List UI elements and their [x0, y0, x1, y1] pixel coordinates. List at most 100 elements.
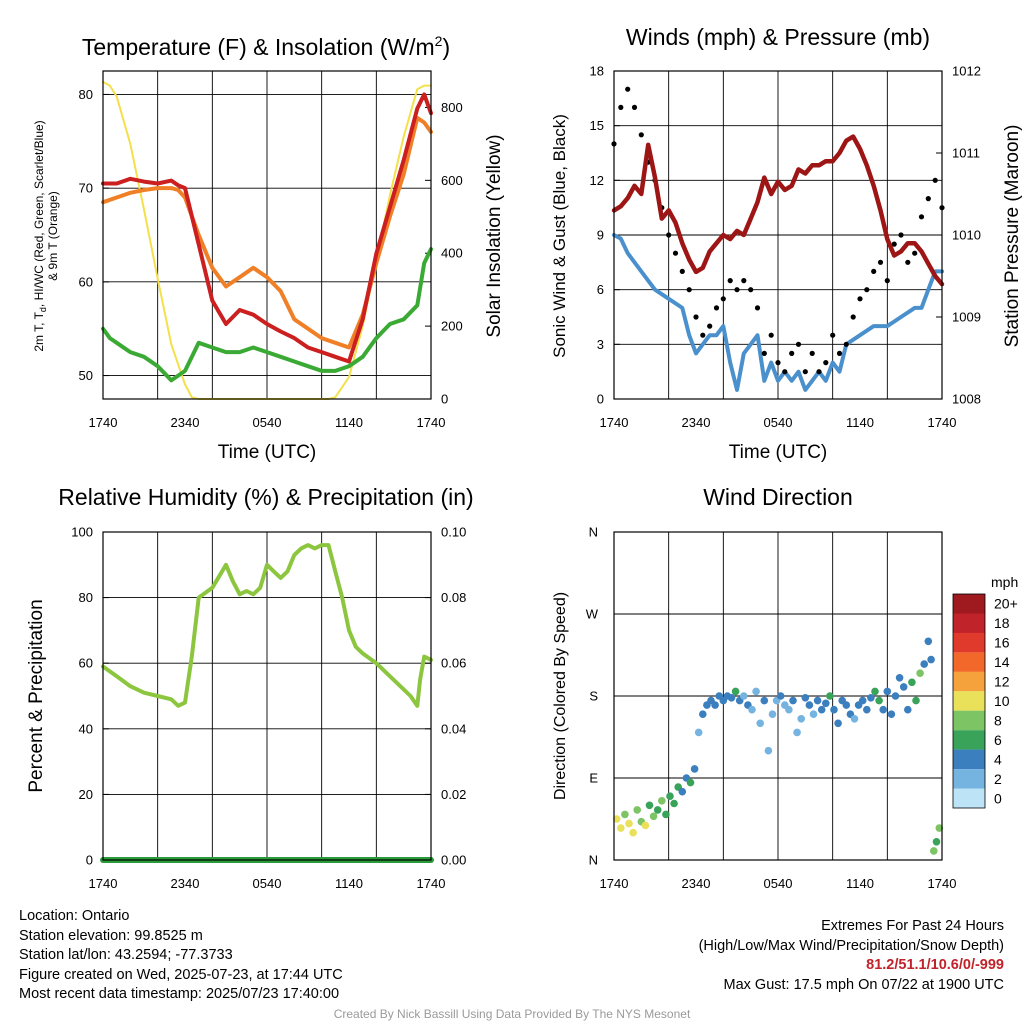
wind-xtick-label: 1140	[846, 415, 874, 430]
temp-ytick-label: 50	[79, 368, 93, 383]
created-text: Figure created on Wed, 2025-07-23, at 17…	[19, 966, 343, 983]
direction-point	[875, 696, 883, 705]
legend-label: 4	[994, 751, 1002, 767]
direction-point	[830, 705, 838, 714]
direction-point	[858, 696, 867, 705]
extremes-info: Extremes For Past 24 Hours (High/Low/Max…	[699, 917, 1004, 995]
gust-point	[877, 259, 884, 265]
direction-point	[649, 812, 658, 821]
elevation-text: Station elevation: 99.8525 m	[19, 927, 203, 944]
direction-point	[930, 847, 938, 855]
direction-point	[621, 810, 629, 819]
direction-point	[899, 683, 908, 691]
dir-xtick-label: 1140	[846, 876, 874, 891]
gust-point	[700, 332, 706, 338]
direction-point	[653, 806, 662, 814]
gust-point	[925, 196, 931, 202]
wind-ytick-label: 9	[597, 228, 604, 243]
direction-point	[666, 792, 674, 800]
speed-legend: mph 20+ 18 16 14 12 10 8 6 4 2 0	[952, 574, 1018, 809]
direction-point	[887, 710, 896, 718]
direction-point	[879, 705, 887, 714]
direction-point	[711, 701, 719, 709]
windchill-line	[101, 247, 433, 383]
temp-xtick-label: 1140	[335, 415, 363, 430]
direction-point	[871, 687, 879, 696]
dir-panel-title: Wind Direction	[703, 484, 853, 510]
gust-point	[932, 177, 938, 183]
direction-point	[801, 694, 810, 702]
recent-text: Most recent data timestamp: 2025/07/23 1…	[19, 986, 340, 1003]
legend-swatch	[953, 749, 985, 770]
wind-plot: 1740 2340 0540 1140 1740 0 3 6 9 12 15 18 1008 1009 10…	[590, 64, 981, 431]
legend-swatch	[953, 769, 985, 789]
wind-ytick-right-label: 1012	[952, 64, 981, 79]
gust-point	[679, 268, 685, 274]
direction-point	[935, 824, 944, 832]
legend-label: 14	[994, 654, 1010, 670]
direction-point	[776, 692, 785, 700]
extremes-desc: (High/Low/Max Wind/Precipitation/Snow De…	[698, 937, 1004, 954]
dir-ytick-label: N	[589, 525, 598, 540]
station-info: Location: Ontario Station elevation: 99.…	[19, 907, 343, 1005]
gust-point	[830, 332, 836, 338]
temp-ylabel-left: 2m T, Td, HI/WC (Red, Green, Scarlet/Blu…	[32, 120, 48, 351]
rh-ytick-label: 20	[79, 787, 93, 802]
dir-xtick-label: 1740	[928, 876, 957, 891]
gust-point	[898, 232, 904, 238]
dir-frame	[613, 531, 943, 861]
direction-point	[641, 821, 650, 830]
wind-ytick-right-label: 1009	[952, 310, 981, 325]
wind-frame	[613, 70, 943, 400]
rh-ytick-label: 80	[79, 590, 93, 605]
legend-label: 8	[994, 713, 1002, 729]
extremes-title: Extremes For Past 24 Hours	[821, 918, 1004, 934]
gust-point	[693, 314, 699, 320]
direction-point	[633, 806, 641, 814]
wind-ytick-label: 6	[597, 282, 604, 297]
gust-point	[809, 350, 815, 356]
temp-ylabel-right: Solar Insolation (Yellow)	[484, 134, 505, 337]
temp-ytick-right-label: 800	[441, 100, 463, 115]
direction-point	[789, 696, 797, 705]
gust-point	[631, 104, 638, 110]
temp-ytick-right-label: 0	[441, 392, 448, 407]
gust-point	[789, 350, 795, 356]
rh-ylabel-left: Percent & Precipitation	[26, 599, 47, 792]
rh-ytick-right-label: 0.00	[441, 853, 466, 868]
direction-point	[756, 719, 764, 728]
direction-point	[850, 715, 859, 723]
wind-ytick-label: 18	[590, 64, 604, 79]
direction-point	[740, 692, 748, 700]
temp-ytick-right-label: 200	[441, 319, 463, 334]
wind-ytick-right-label: 1011	[952, 146, 980, 161]
direction-point	[822, 699, 830, 708]
direction-point	[867, 694, 875, 702]
direction-point	[920, 660, 928, 668]
wind-ytick-right-label: 1008	[952, 392, 981, 407]
direction-point	[842, 701, 851, 709]
direction-point	[612, 815, 621, 823]
gust-point	[905, 259, 911, 265]
temp-ytick-right-label: 400	[441, 246, 463, 261]
direction-point	[927, 655, 935, 664]
gust-point	[884, 278, 890, 284]
wind-ytick-label: 3	[597, 337, 604, 352]
max-gust-text: Max Gust: 17.5 mph On 07/22 at 1900 UTC	[723, 976, 1004, 993]
gust-point	[864, 287, 870, 293]
gust-point	[823, 360, 829, 366]
direction-point	[813, 696, 822, 705]
direction-point	[727, 694, 736, 702]
direction-point	[617, 824, 625, 832]
gust-point	[625, 86, 631, 92]
temp-ytick-label: 80	[79, 87, 93, 102]
legend-swatch	[953, 613, 985, 633]
gust-point	[666, 232, 672, 238]
temp-xtick-label: 0540	[253, 415, 282, 430]
legend-swatch	[953, 691, 985, 711]
gust-point	[871, 268, 877, 274]
gust-point	[782, 369, 788, 375]
gust-point	[638, 132, 644, 138]
direction-point	[694, 728, 703, 737]
